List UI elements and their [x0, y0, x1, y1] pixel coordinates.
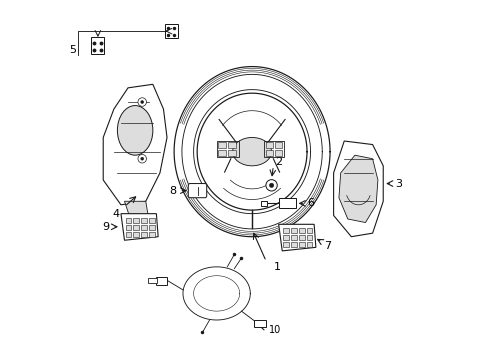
Bar: [91, 37, 104, 54]
Circle shape: [141, 157, 144, 160]
Bar: [133, 225, 139, 230]
Bar: [133, 232, 139, 237]
Circle shape: [270, 183, 274, 188]
Bar: [307, 228, 312, 233]
FancyBboxPatch shape: [188, 184, 207, 198]
Bar: [149, 232, 155, 237]
Bar: [141, 225, 147, 230]
Bar: [217, 141, 239, 157]
Text: 10: 10: [269, 325, 281, 335]
Bar: [228, 142, 236, 148]
Bar: [299, 242, 305, 247]
Circle shape: [266, 180, 277, 191]
Bar: [149, 217, 155, 222]
Text: 2: 2: [275, 157, 282, 167]
Bar: [141, 217, 147, 222]
Bar: [275, 150, 282, 156]
Bar: [275, 142, 282, 148]
Bar: [266, 150, 273, 156]
Bar: [283, 235, 289, 240]
Polygon shape: [124, 201, 149, 222]
Bar: [266, 142, 273, 148]
Bar: [228, 150, 236, 156]
Circle shape: [141, 100, 144, 103]
Bar: [299, 228, 305, 233]
Bar: [165, 24, 178, 38]
Bar: [261, 201, 268, 206]
Bar: [149, 225, 155, 230]
Text: 4: 4: [112, 209, 119, 219]
Ellipse shape: [118, 105, 153, 155]
Bar: [291, 242, 297, 247]
Polygon shape: [339, 155, 378, 222]
Text: 8: 8: [170, 186, 176, 195]
Bar: [156, 277, 167, 284]
Bar: [291, 228, 297, 233]
Bar: [254, 320, 266, 328]
Text: 7: 7: [324, 240, 331, 251]
Bar: [141, 232, 147, 237]
Bar: [147, 278, 157, 283]
Bar: [299, 235, 305, 240]
Polygon shape: [279, 224, 316, 251]
Bar: [283, 242, 289, 247]
Circle shape: [138, 154, 147, 163]
Text: 3: 3: [396, 179, 403, 189]
Bar: [125, 232, 131, 237]
Bar: [307, 235, 312, 240]
Bar: [125, 217, 131, 222]
Polygon shape: [121, 214, 158, 240]
Ellipse shape: [233, 138, 271, 166]
Text: 1: 1: [273, 262, 280, 272]
Circle shape: [138, 98, 147, 106]
Bar: [219, 142, 226, 148]
Bar: [219, 150, 226, 156]
Bar: [291, 235, 297, 240]
Bar: [133, 217, 139, 222]
Bar: [265, 141, 284, 157]
Text: 9: 9: [102, 222, 109, 232]
Bar: [125, 225, 131, 230]
Polygon shape: [103, 84, 167, 205]
Bar: [279, 198, 295, 208]
Text: 5: 5: [69, 45, 76, 55]
Bar: [283, 228, 289, 233]
Bar: [307, 242, 312, 247]
Text: 6: 6: [307, 198, 314, 208]
Polygon shape: [334, 141, 383, 237]
